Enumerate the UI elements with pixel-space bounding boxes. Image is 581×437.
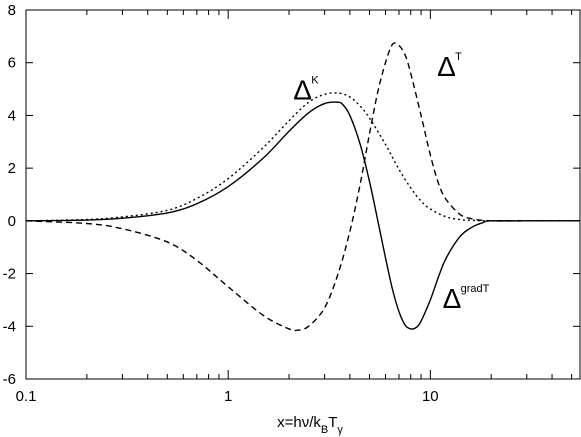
x-axis-title-part: /k bbox=[309, 414, 321, 431]
y-tick-label: 2 bbox=[8, 160, 16, 177]
x-axis-title: x=hν/kBTγ bbox=[277, 414, 343, 436]
tick-labels: -6 -4 -2 0 2 4 6 8 0.1 1 10 bbox=[3, 2, 439, 405]
curve-label-superscript: gradT bbox=[461, 283, 490, 295]
x-axis-title-part: x=h bbox=[277, 414, 302, 431]
series-lines bbox=[25, 42, 580, 332]
y-tick-label: 8 bbox=[8, 2, 16, 19]
series-line-dotted bbox=[25, 92, 580, 222]
curve-label-superscript: T bbox=[455, 51, 462, 63]
y-tick-label: -2 bbox=[3, 266, 16, 283]
plot-frame bbox=[25, 9, 581, 380]
x-axis-title-part: B bbox=[321, 424, 328, 436]
series-line-dashed bbox=[25, 42, 580, 332]
curve-label-symbol: Δ bbox=[443, 283, 462, 314]
curve-label-symbol: Δ bbox=[437, 51, 456, 82]
curve-labels: Δ K Δ TΔ gradT bbox=[293, 51, 489, 314]
x-tick-label: 1 bbox=[224, 388, 232, 405]
series-line-solid bbox=[25, 101, 580, 330]
x-tick-label: 0.1 bbox=[16, 388, 37, 405]
curve-label-superscript: K bbox=[311, 75, 319, 87]
y-tick-label: 4 bbox=[8, 107, 16, 124]
y-tick-label: -4 bbox=[3, 318, 16, 335]
x-axis-title-part: ν bbox=[302, 414, 310, 431]
x-tick-label: 10 bbox=[422, 388, 439, 405]
y-tick-label: -6 bbox=[3, 371, 16, 388]
x-axis-title-part: γ bbox=[337, 424, 343, 436]
y-tick-label: 6 bbox=[8, 55, 16, 72]
x-axis-title-part: T bbox=[328, 414, 337, 431]
y-tick-label: 0 bbox=[8, 213, 16, 230]
tick-marks bbox=[25, 9, 580, 380]
curve-label-symbol: Δ bbox=[293, 75, 312, 106]
axes bbox=[25, 9, 581, 380]
